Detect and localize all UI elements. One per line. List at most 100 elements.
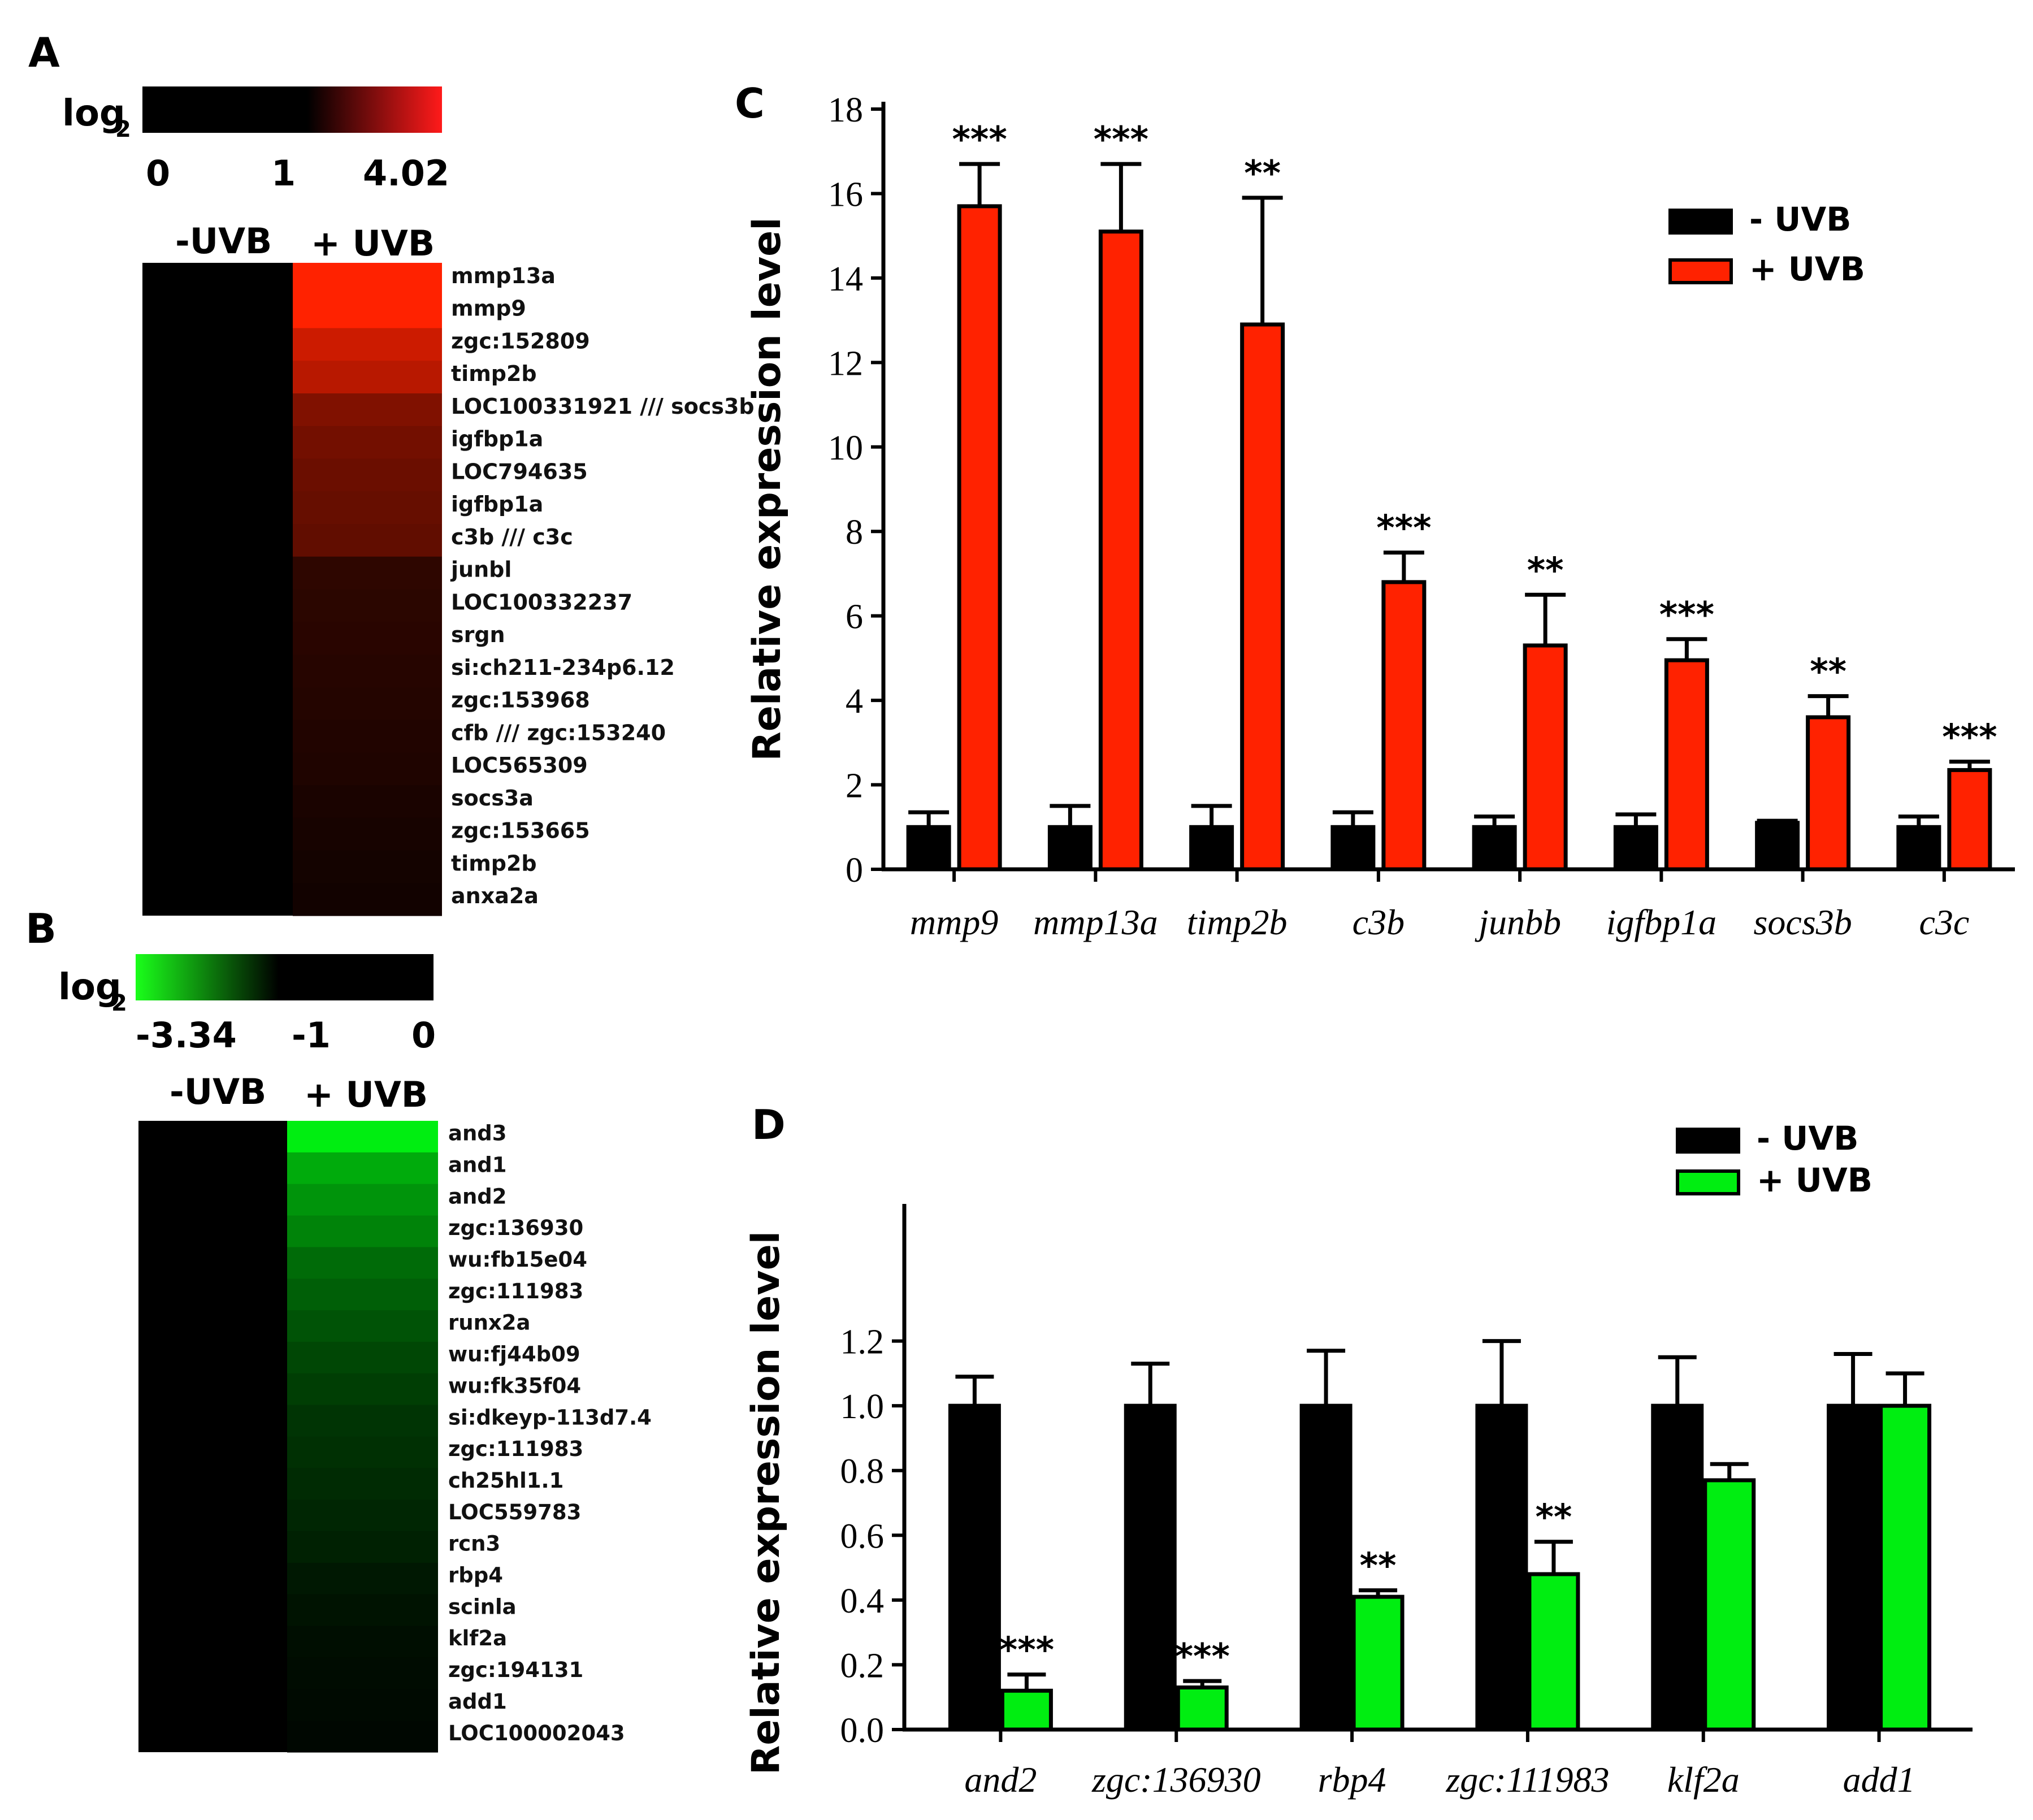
- scale-label-log: log: [62, 93, 125, 135]
- bar-uvb: [1664, 658, 1709, 872]
- heatmap-cell: [287, 1152, 438, 1185]
- heatmap-gene-label: wu:fb15e04: [448, 1247, 587, 1272]
- bar-chart-c: 0 2 4 6 8 10 12 14 16 18 Relative expression level…: [745, 91, 2015, 942]
- heatmap-gene-label: LOC100002043: [448, 1721, 625, 1745]
- significance-marker: ***: [952, 119, 1007, 160]
- panel-label-a: A: [28, 29, 60, 76]
- heatmap-gene-label: LOC559783: [448, 1500, 581, 1524]
- y-tick-label: 16: [828, 175, 863, 214]
- y-tick-label: 0.0: [840, 1711, 885, 1750]
- y-tick-label: 0.6: [840, 1517, 885, 1555]
- y-tick-label: 18: [828, 91, 863, 129]
- y-tick-label: 12: [828, 344, 863, 383]
- heatmap-cell: [293, 263, 442, 296]
- heatmap-gene-label: junbl: [450, 557, 511, 582]
- heatmap-gene-label: zgc:111983: [448, 1279, 583, 1303]
- significance-marker: ***: [1942, 716, 1997, 757]
- significance-marker: **: [1244, 153, 1281, 194]
- heatmap-gene-label: mmp9: [451, 296, 526, 321]
- heatmap-gene-label: runx2a: [448, 1311, 531, 1335]
- bar-control: [1189, 825, 1234, 872]
- significance-marker: ***: [999, 1630, 1054, 1671]
- heatmap-cell: [293, 655, 442, 688]
- heatmap-control-column: [142, 263, 293, 916]
- bar-uvb: [1000, 1688, 1053, 1732]
- heatmap-cell: [287, 1373, 438, 1406]
- heatmap-column-label: + UVB: [304, 1074, 428, 1115]
- heatmap-up-scale: log 2 0 1 4.02: [62, 86, 449, 194]
- heatmap-gene-label: scinla: [448, 1594, 517, 1619]
- heatmap-gene-label: wu:fk35f04: [448, 1373, 581, 1398]
- scale-tick: -3.34: [136, 1015, 237, 1056]
- legend-label: - UVB: [1757, 1119, 1858, 1158]
- y-tick-label: 8: [846, 513, 863, 552]
- heatmap-up: mmp13a mmp9 zgc:152809 timp2b LOC100331921 /…: [142, 263, 755, 916]
- color-scale-bar-green: [136, 954, 434, 1000]
- bar-uvb: [1703, 1478, 1756, 1732]
- y-tick-label: 10: [828, 429, 863, 467]
- heatmap-gene-label: klf2a: [448, 1626, 507, 1650]
- heatmap-cell: [287, 1436, 438, 1468]
- heatmap-cell: [287, 1657, 438, 1689]
- y-axis-title: Relative expression level: [745, 217, 790, 761]
- y-tick-label: 6: [846, 598, 863, 636]
- bar-uvb: [1176, 1685, 1229, 1732]
- heatmap-gene-label: rbp4: [448, 1563, 503, 1588]
- legend-label: + UVB: [1749, 250, 1865, 288]
- heatmap-gene-label: LOC794635: [451, 459, 588, 484]
- scale-tick: 0: [411, 1015, 436, 1056]
- legend-swatch: [1668, 209, 1733, 235]
- heatmap-gene-label: mmp13a: [451, 263, 556, 288]
- heatmap-cell: [293, 589, 442, 622]
- scale-tick: 4.02: [363, 153, 449, 194]
- scale-tick: 0: [146, 153, 170, 194]
- heatmap-gene-label: zgc:136930: [448, 1216, 583, 1240]
- heatmap-gene-label: zgc:111983: [448, 1437, 583, 1461]
- y-tick-label: 4: [846, 682, 863, 721]
- significance-marker: ***: [1175, 1636, 1230, 1677]
- heatmap-cell: [293, 361, 442, 394]
- category-label: zgc:136930: [1091, 1760, 1261, 1800]
- legend-swatch: [1676, 1128, 1740, 1154]
- heatmap-cell: [293, 752, 442, 786]
- category-label: rbp4: [1318, 1760, 1386, 1800]
- heatmap-column-label: + UVB: [311, 223, 435, 264]
- category-label: add1: [1843, 1760, 1915, 1800]
- significance-marker: **: [1527, 549, 1564, 591]
- heatmap-cell: [293, 817, 442, 851]
- scale-label-log: log: [58, 967, 122, 1008]
- heatmap-gene-label: LOC565309: [451, 753, 588, 778]
- scale-tick: 1: [271, 153, 296, 194]
- bar-chart-d: 0.0 0.2 0.4 0.6 0.8 1.0 1.2 Relative expression…: [744, 1119, 1973, 1800]
- y-tick-label: 0.4: [840, 1582, 885, 1620]
- heatmap-cell: [287, 1121, 438, 1153]
- legend-label: - UVB: [1749, 200, 1851, 239]
- heatmap-cell: [287, 1468, 438, 1500]
- category-label: mmp13a: [1033, 902, 1158, 942]
- bar-control: [1299, 1403, 1353, 1732]
- heatmap-down: and3 and1 and2 zgc:136930 wu:fb15e04 zgc:1119…: [138, 1121, 652, 1753]
- heatmap-gene-label: wu:fj44b09: [448, 1342, 580, 1367]
- heatmap-gene-label: add1: [448, 1689, 507, 1714]
- heatmap-gene-label: ch25hl1.1: [448, 1468, 563, 1493]
- bar-uvb: [1879, 1403, 1932, 1732]
- bar-control: [1124, 1403, 1177, 1732]
- heatmap-cell: [293, 556, 442, 590]
- panel-label-c: C: [735, 80, 765, 127]
- heatmap-gene-label: c3b /// c3c: [451, 525, 573, 549]
- category-label: c3b: [1353, 902, 1405, 942]
- heatmap-gene-label: rcn3: [448, 1532, 500, 1556]
- category-label: junbb: [1475, 902, 1561, 942]
- y-tick-label: 2: [846, 767, 863, 805]
- bar-control: [1047, 825, 1093, 872]
- y-tick-label: 0.8: [840, 1453, 885, 1491]
- heatmap-gene-label: timp2b: [451, 851, 537, 876]
- significance-marker: ***: [1094, 119, 1148, 160]
- category-label: and2: [964, 1760, 1037, 1800]
- significance-marker: **: [1810, 651, 1846, 692]
- heatmap-gene-label: and3: [448, 1121, 507, 1146]
- heatmap-cell: [293, 687, 442, 721]
- panel-label-d: D: [752, 1101, 786, 1149]
- heatmap-cell: [293, 491, 442, 525]
